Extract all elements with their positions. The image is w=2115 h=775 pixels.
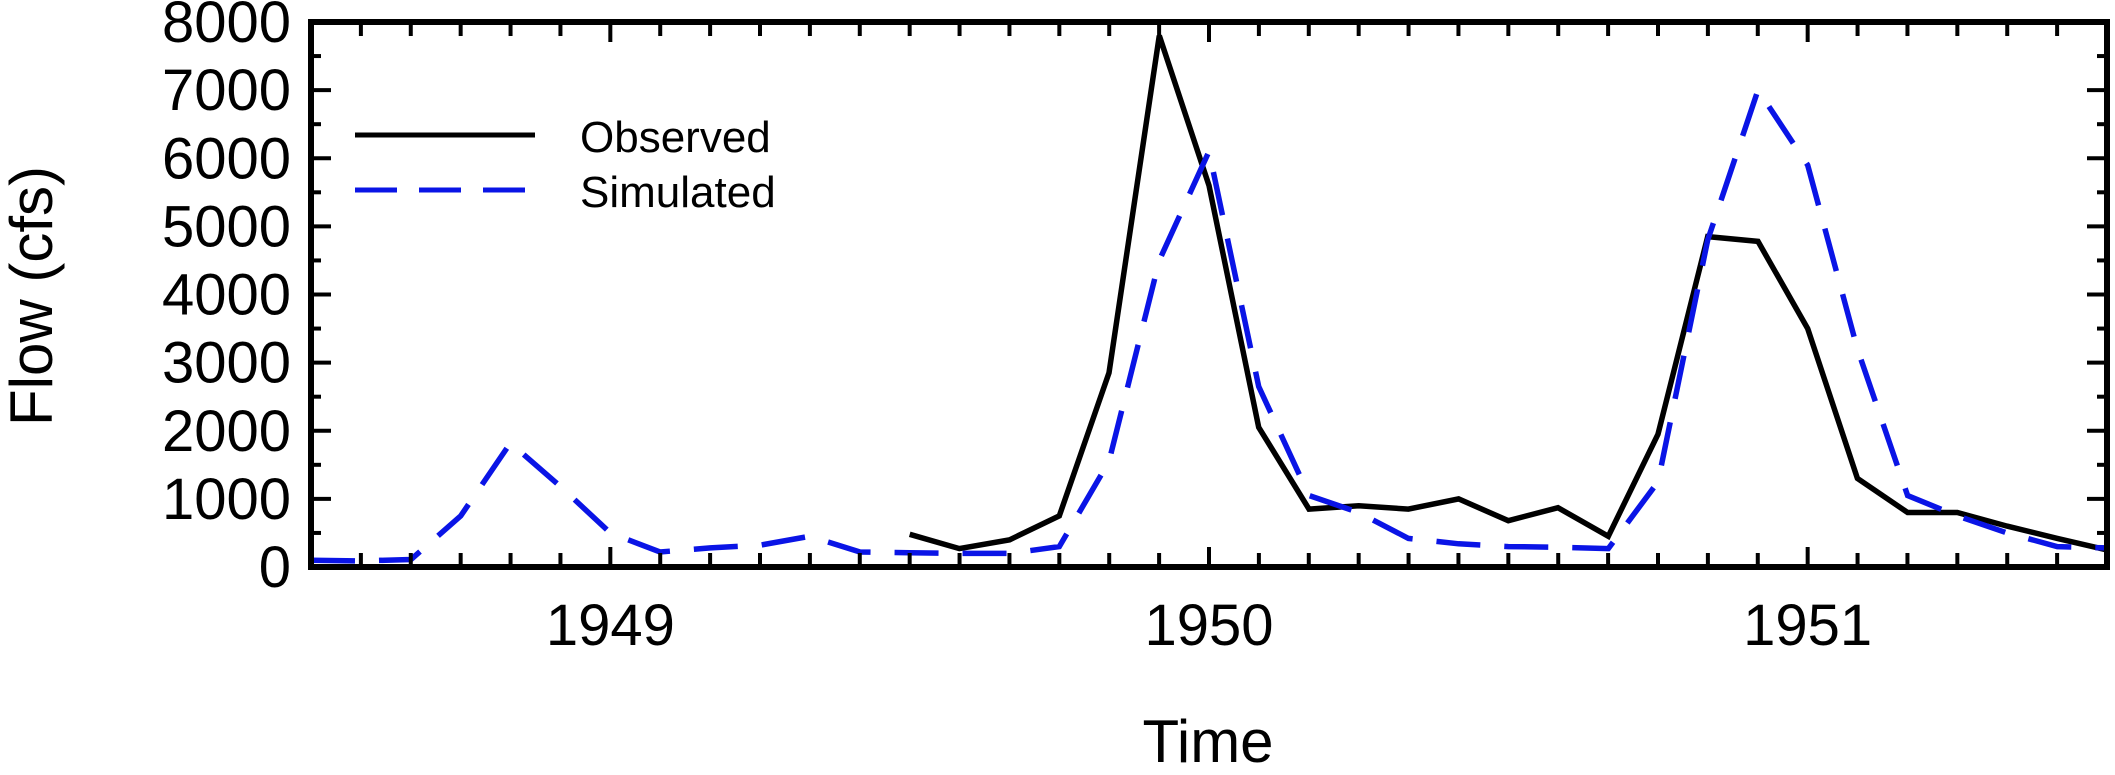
x-tick-label: 1951 bbox=[1743, 593, 1872, 658]
x-axis-title: Time bbox=[1142, 708, 1273, 770]
legend-label-simulated: Simulated bbox=[580, 168, 776, 217]
y-tick-label: 8000 bbox=[162, 0, 291, 55]
y-tick-label: 6000 bbox=[162, 126, 291, 191]
x-tick-label: 1950 bbox=[1144, 593, 1273, 658]
y-tick-label: 4000 bbox=[162, 263, 291, 328]
legend: Observed Simulated bbox=[355, 113, 776, 217]
y-axis-title: Flow (cfs) bbox=[0, 166, 65, 426]
series-line-observed bbox=[908, 34, 2107, 553]
y-tick-label: 5000 bbox=[162, 194, 291, 259]
y-tick-label: 2000 bbox=[162, 399, 291, 464]
y-tick-label: 3000 bbox=[162, 331, 291, 396]
plot-frame bbox=[308, 19, 2110, 570]
labels-layer: Time Flow (cfs) bbox=[0, 166, 1274, 775]
y-tick-label: 0 bbox=[259, 535, 291, 600]
legend-label-observed: Observed bbox=[580, 113, 771, 162]
series-line-simulated bbox=[311, 83, 2107, 564]
y-tick-label: 7000 bbox=[162, 58, 291, 123]
x-tick-label: 1949 bbox=[546, 593, 675, 658]
y-tick-label: 1000 bbox=[162, 467, 291, 532]
series-group bbox=[311, 34, 2107, 564]
plot-layer bbox=[311, 34, 2107, 564]
